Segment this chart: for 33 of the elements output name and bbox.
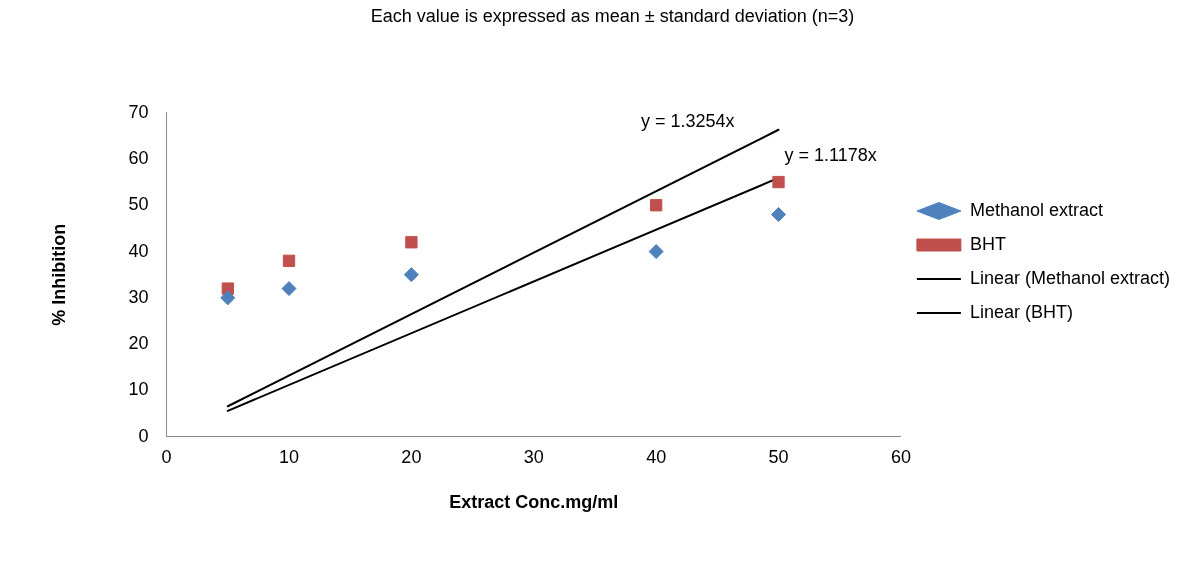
y-tick-label: 60	[128, 147, 149, 168]
point	[220, 290, 236, 306]
x-axis-title: Extract Conc.mg/ml	[449, 492, 619, 513]
point	[282, 254, 296, 267]
x-tick-label: 20	[401, 446, 422, 467]
x-tick-label: 0	[161, 446, 172, 467]
legend-label: Linear (Methanol extract)	[969, 267, 1170, 288]
point	[403, 267, 419, 283]
y-tick-label: 40	[128, 240, 149, 261]
legend-label: Linear (BHT)	[969, 301, 1073, 322]
x-tick-label: 50	[768, 446, 789, 467]
legend-label: BHT	[969, 233, 1006, 254]
x-tick-label: 60	[890, 446, 911, 467]
chart-title: Each value is expressed as mean ± standard deviation (n=3)	[370, 5, 855, 26]
point	[405, 236, 418, 249]
point	[649, 199, 663, 212]
y-axis-title: % Inhibition	[48, 223, 69, 326]
point	[281, 281, 297, 297]
point	[771, 206, 787, 222]
legend-label: Methanol extract	[969, 199, 1103, 220]
x-tick-label: 30	[523, 446, 544, 467]
y-tick-label: 30	[128, 286, 149, 307]
y-tick-label: 10	[128, 379, 149, 400]
annotation: y = 1.3254x	[640, 110, 735, 131]
annotation: y = 1.1178x	[784, 144, 877, 165]
point	[648, 244, 664, 260]
y-tick-label: 0	[138, 425, 149, 446]
x-tick-label: 40	[646, 446, 667, 467]
y-tick-label: 70	[128, 101, 149, 122]
point	[772, 175, 785, 189]
x-tick-label: 10	[278, 446, 300, 467]
y-tick-label: 20	[128, 333, 149, 354]
y-tick-label: 50	[128, 194, 149, 215]
